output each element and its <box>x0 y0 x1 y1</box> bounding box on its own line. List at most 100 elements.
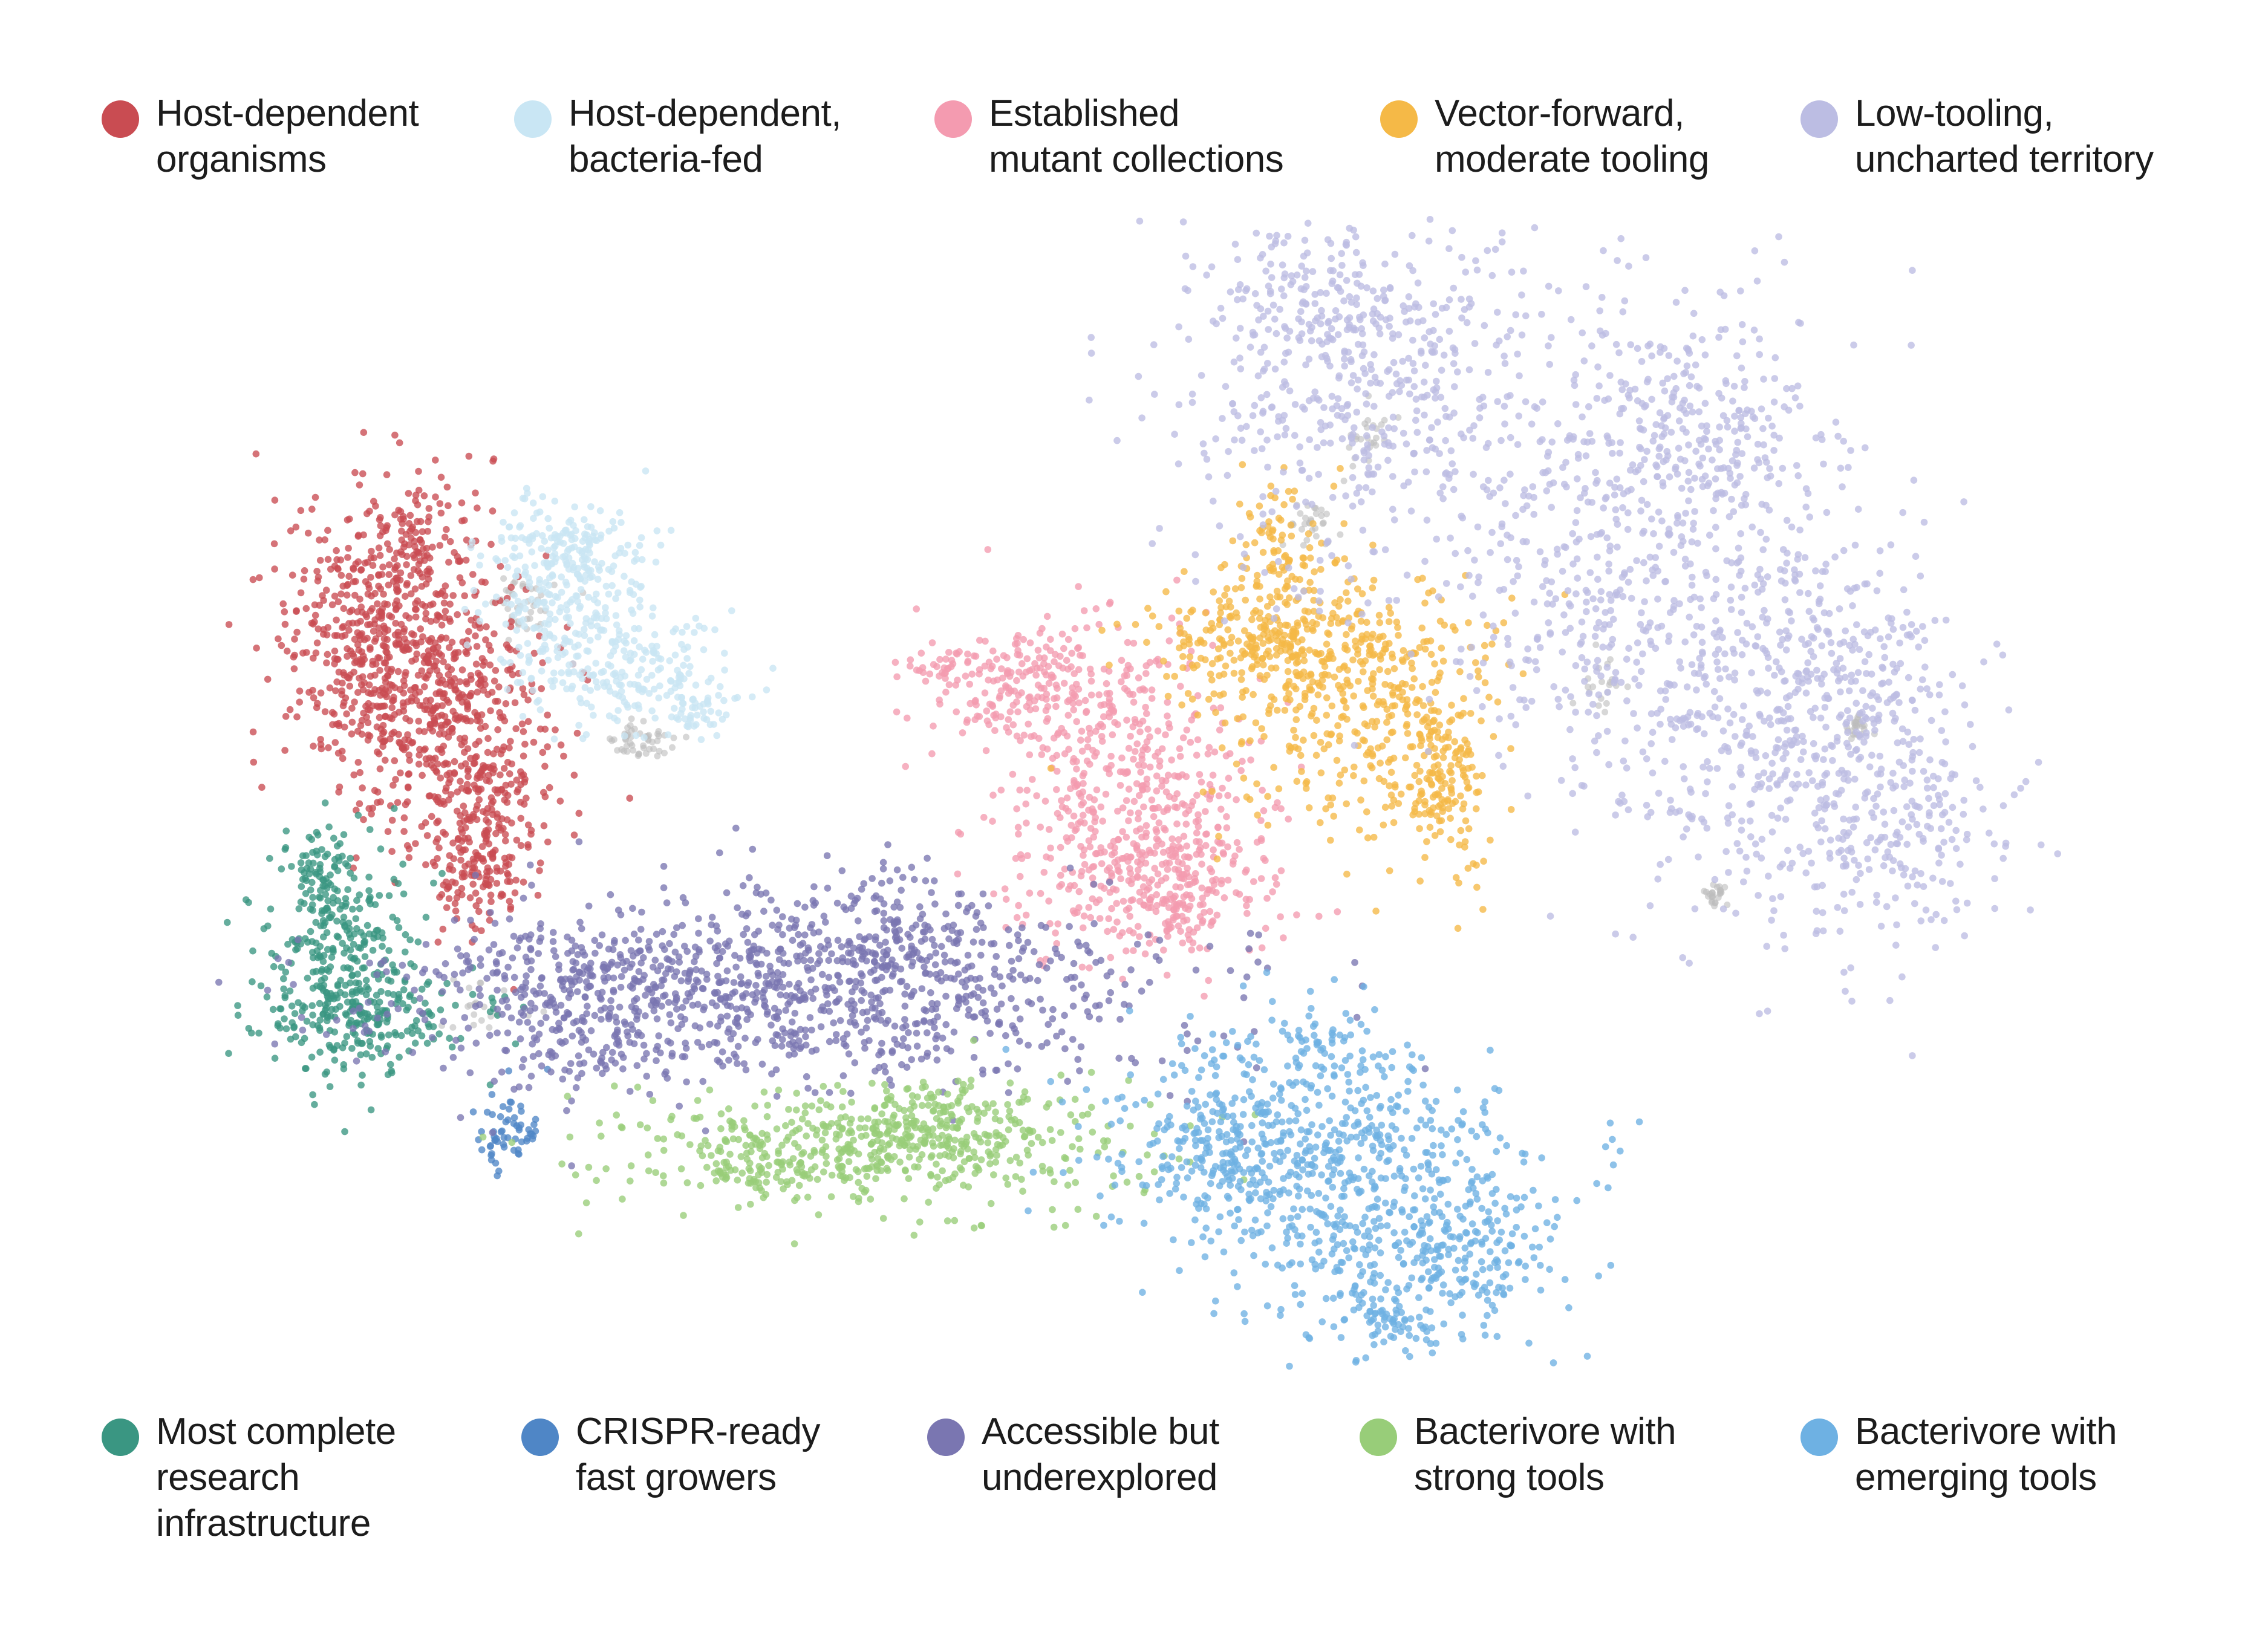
scatter-point <box>1737 530 1744 538</box>
scatter-point <box>1447 447 1455 455</box>
scatter-point <box>1452 626 1459 634</box>
scatter-point <box>1689 525 1697 533</box>
scatter-point <box>1387 756 1394 763</box>
scatter-point <box>1340 712 1347 720</box>
scatter-point <box>1597 596 1605 603</box>
scatter-point <box>302 605 310 613</box>
scatter-point <box>1360 456 1368 464</box>
scatter-point <box>470 587 478 594</box>
scatter-point <box>1052 929 1059 937</box>
scatter-point <box>1188 398 1196 406</box>
scatter-point <box>1418 624 1426 632</box>
scatter-point <box>990 890 997 898</box>
scatter-point <box>1202 808 1209 815</box>
scatter-point <box>1127 732 1134 740</box>
scatter-point <box>1752 840 1759 848</box>
scatter-point <box>490 630 498 637</box>
scatter-point <box>319 592 326 599</box>
scatter-point <box>483 623 490 631</box>
scatter-point <box>388 704 396 712</box>
scatter-point <box>1731 676 1738 684</box>
scatter-point <box>1291 487 1299 495</box>
scatter-point <box>1788 523 1796 531</box>
scatter-point <box>1572 590 1580 597</box>
scatter-point <box>1014 647 1022 654</box>
scatter-point <box>1060 680 1068 687</box>
scatter-point <box>264 675 272 683</box>
scatter-point <box>1143 639 1150 646</box>
scatter-point <box>556 798 564 805</box>
scatter-point <box>989 791 997 799</box>
scatter-point <box>1305 530 1312 538</box>
scatter-point <box>1569 790 1576 798</box>
scatter-point <box>1512 721 1519 729</box>
scatter-point <box>1072 783 1079 790</box>
scatter-point <box>1413 429 1421 436</box>
scatter-point <box>337 556 345 564</box>
scatter-point <box>1646 619 1654 626</box>
scatter-point <box>1680 763 1687 770</box>
scatter-point <box>1216 635 1224 643</box>
scatter-point <box>1475 673 1482 681</box>
scatter-point <box>945 681 953 689</box>
scatter-point <box>1436 336 1444 343</box>
scatter-point <box>331 593 339 600</box>
scatter-point <box>461 605 469 613</box>
scatter-point <box>303 649 310 656</box>
scatter-point <box>1501 476 1508 484</box>
scatter-point <box>613 621 621 629</box>
scatter-point <box>543 552 550 559</box>
scatter-point <box>1330 813 1337 820</box>
scatter-point <box>1949 671 1957 678</box>
scatter-point <box>1448 701 1455 709</box>
scatter-point-unassigned <box>1710 881 1717 888</box>
scatter-point <box>1451 383 1458 391</box>
scatter-point <box>383 471 391 478</box>
scatter-point <box>1623 764 1631 772</box>
scatter-point <box>591 558 598 565</box>
scatter-point <box>1318 307 1325 314</box>
scatter-point <box>524 489 531 497</box>
scatter-point <box>1845 464 1852 471</box>
scatter-point <box>723 711 730 719</box>
scatter-point <box>1132 621 1139 628</box>
scatter-point <box>1069 758 1077 765</box>
scatter-point <box>1607 597 1615 604</box>
scatter-point <box>1191 551 1199 559</box>
scatter-point <box>363 713 370 721</box>
scatter-point <box>1156 762 1164 770</box>
scatter-point <box>348 730 356 738</box>
scatter-point <box>1508 662 1515 669</box>
scatter-point <box>612 595 619 602</box>
scatter-point <box>1145 879 1153 886</box>
scatter-point <box>1231 436 1238 444</box>
scatter-point <box>406 512 414 519</box>
scatter-point <box>1413 407 1421 415</box>
scatter-point <box>1257 875 1265 882</box>
scatter-point <box>343 582 351 590</box>
scatter-point <box>1423 516 1431 524</box>
scatter-point <box>1395 632 1402 639</box>
scatter-point <box>1673 357 1681 365</box>
scatter-point <box>1323 640 1331 648</box>
scatter-point <box>1127 853 1135 860</box>
scatter-point <box>394 574 401 582</box>
scatter-point <box>1574 574 1582 582</box>
scatter-point <box>1145 940 1153 947</box>
scatter-point <box>487 891 495 899</box>
scatter-point <box>1446 718 1453 726</box>
scatter-point <box>489 850 497 857</box>
scatter-point <box>1239 564 1247 571</box>
scatter-point <box>1310 704 1318 712</box>
scatter-point <box>1087 670 1095 678</box>
scatter-point <box>1528 420 1536 428</box>
scatter-point <box>408 739 415 747</box>
scatter-point <box>565 614 572 621</box>
scatter-point <box>696 703 703 710</box>
scatter-point <box>533 530 540 538</box>
scatter-point <box>1222 662 1230 670</box>
scatter-point <box>392 564 399 571</box>
scatter-point <box>1386 322 1393 330</box>
scatter-point <box>1201 909 1208 916</box>
scatter-point <box>1381 804 1389 811</box>
